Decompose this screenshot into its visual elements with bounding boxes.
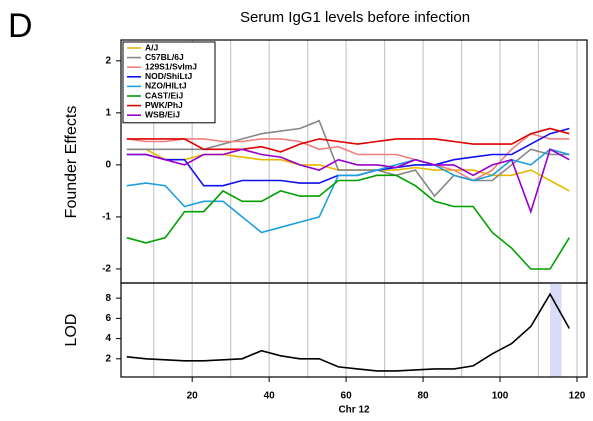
series-line	[126, 148, 570, 234]
chart-title: Serum IgG1 levels before infection	[240, 9, 470, 26]
legend-label: NZO/HlLtJ	[145, 81, 187, 91]
legend-label: C57BL/6J	[145, 52, 184, 62]
x-tick-label: 120	[569, 391, 586, 402]
y-tick-label: 2	[105, 55, 111, 66]
series-line	[126, 148, 570, 215]
legend-frame	[122, 41, 216, 124]
x-tick-label: 100	[492, 391, 509, 402]
y-tick-label: 0	[105, 160, 111, 171]
series-line	[126, 174, 570, 270]
y-tick-label: 2	[105, 353, 111, 364]
series-line	[126, 292, 570, 372]
x-tick-label: 60	[341, 391, 353, 402]
series-line	[126, 127, 570, 153]
plot-frame	[120, 282, 588, 378]
legend-label: 129S1/SvImJ	[145, 61, 197, 71]
y-tick-label: 4	[105, 333, 111, 344]
support-interval	[550, 283, 562, 377]
y-tick-label: -2	[102, 264, 111, 275]
legend-label: PWK/PhJ	[145, 100, 183, 110]
x-tick-label: 40	[264, 391, 276, 402]
series-line	[126, 132, 570, 182]
y-tick-label: 1	[105, 107, 111, 118]
y-axis-label: LOD	[63, 314, 80, 347]
legend-label: WSB/EiJ	[145, 109, 180, 119]
y-tick-label: -1	[102, 212, 111, 223]
series-line	[126, 119, 570, 198]
x-tick-label: 20	[187, 391, 199, 402]
y-tick-label: 8	[105, 293, 111, 304]
y-axis-label: Founder Effects	[63, 106, 80, 219]
x-tick-label: 80	[418, 391, 430, 402]
legend-label: NOD/ShiLtJ	[145, 71, 192, 81]
legend-label: CAST/EiJ	[145, 90, 184, 100]
legend-label: A/J	[145, 42, 159, 52]
panel-label: D	[8, 7, 33, 45]
x-axis-label: Chr 12	[338, 405, 370, 416]
y-tick-label: 6	[105, 313, 111, 324]
